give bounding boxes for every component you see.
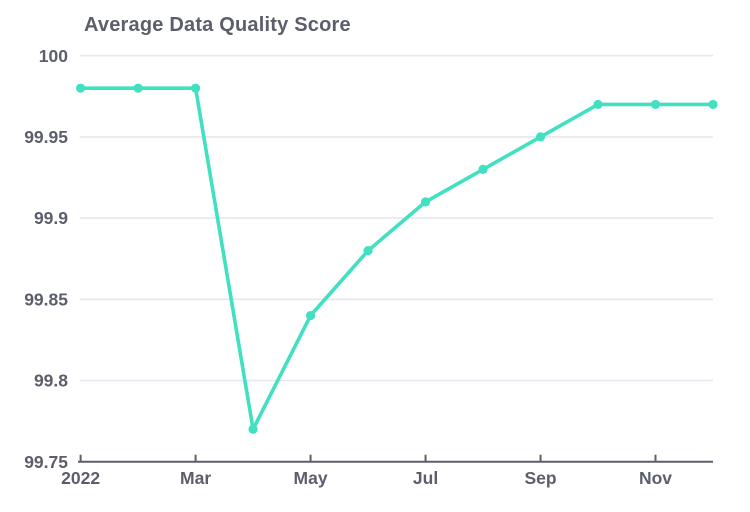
y-tick-label: 99.95 xyxy=(24,127,68,147)
data-point-jul xyxy=(420,197,431,207)
y-tick-label: 99.8 xyxy=(34,371,68,391)
data-point-dec xyxy=(708,99,718,110)
data-point-apr xyxy=(248,424,258,434)
data-point-aug xyxy=(478,164,488,174)
data-point-may xyxy=(305,310,316,321)
x-tick-label: Jul xyxy=(413,468,438,488)
data-point-mar xyxy=(190,83,201,93)
y-tick-label: 99.9 xyxy=(34,208,68,228)
data-point-sep xyxy=(535,132,546,142)
x-tick-label: 2022 xyxy=(61,468,100,488)
data-point-oct xyxy=(593,99,603,110)
data-point-feb xyxy=(133,83,143,93)
chart-title: Average Data Quality Score xyxy=(84,14,351,36)
x-tick-label: Nov xyxy=(639,468,672,488)
x-tick-label: Mar xyxy=(180,468,211,488)
data-point-jun xyxy=(363,245,373,256)
data-point-jan xyxy=(76,83,86,93)
y-tick-label: 100 xyxy=(39,46,68,66)
x-tick-label: May xyxy=(294,468,328,488)
data-line xyxy=(78,86,715,432)
y-tick-label: 99.75 xyxy=(24,452,68,472)
data-point-nov xyxy=(650,99,661,110)
x-tick-label: Sep xyxy=(524,468,556,488)
y-tick-label: 99.85 xyxy=(24,289,68,309)
